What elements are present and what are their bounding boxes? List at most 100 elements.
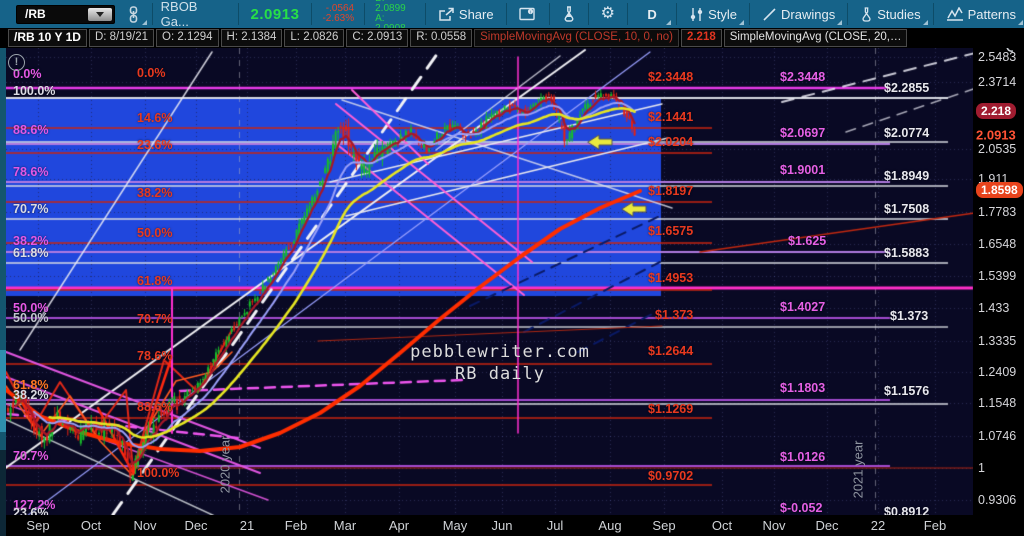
price-level-label: $1.8949	[884, 169, 930, 183]
fib-level-label: 78.6%	[137, 349, 173, 363]
axis-month-label: May	[442, 518, 468, 533]
alert-info-icon[interactable]: !	[8, 54, 25, 71]
left-scrollbar-thumb[interactable]	[0, 350, 6, 432]
axis-month-label: Sep	[652, 518, 676, 533]
axis-month-label: Jun	[491, 518, 513, 533]
patterns-button[interactable]: Patterns	[938, 2, 1024, 26]
fib-level-label: 127.2%	[13, 498, 56, 512]
axis-month-label: Feb	[923, 518, 947, 533]
fib-level-label: 70.7%	[13, 449, 49, 463]
price-level-label: $1.1576	[884, 384, 930, 398]
axis-month-label: Dec	[815, 518, 839, 533]
price-level-label: $1.9001	[780, 163, 826, 177]
study-label[interactable]: SimpleMovingAvg (CLOSE, 10, 0, no)	[474, 29, 679, 47]
fib-level-label: 88.6%	[137, 400, 173, 414]
axis-tick: 0.9306	[978, 493, 1017, 507]
axis-tick: 1.433	[978, 301, 1010, 315]
ohlc-field: R: 0.0558	[410, 29, 473, 47]
symbol-description: RBOB Ga...	[160, 0, 198, 29]
axis-tick: 1	[978, 461, 985, 475]
ohlc-field: H: 2.1384	[220, 29, 283, 47]
timeframe-button[interactable]: D	[632, 2, 672, 26]
style-button[interactable]: Style	[681, 2, 745, 26]
axis-month-label: Dec	[184, 518, 208, 533]
price-level-label: $0.9702	[648, 469, 694, 483]
fib-level-label: 50.0%	[13, 311, 49, 325]
symbol-dropdown-button[interactable]	[87, 7, 112, 21]
left-edge-strip-bottom	[0, 450, 6, 536]
ohlc-field: C: 2.0913	[346, 29, 409, 47]
studies-button[interactable]: Studies	[852, 2, 928, 26]
fib-level-label: 38.2%	[13, 234, 49, 248]
axis-month-label: 22	[870, 518, 886, 533]
fib-level-label: 50.0%	[13, 301, 49, 315]
chart-toolbar: /RB RBOB Ga... 2.0913 -.0564-2.63% B: 2.…	[0, 0, 1024, 34]
price-level-label: $2.3448	[780, 70, 826, 84]
fib-level-label: 100.0%	[13, 84, 56, 98]
watermark-line2: RB daily	[455, 364, 545, 384]
axis-month-label: Nov	[133, 518, 157, 533]
price-level-label: $1.5883	[884, 246, 930, 260]
price-level-label: $1.373	[890, 309, 929, 323]
fib-level-label: 0.0%	[13, 67, 42, 81]
price-level-label: $1.1269	[648, 402, 694, 416]
price-level-label: $1.6575	[648, 224, 694, 238]
current-price-badge: 2.0913	[976, 127, 1016, 143]
axis-tick: 2.0535	[978, 142, 1017, 156]
fib-level-label: 50.0%	[137, 226, 173, 240]
time-axis[interactable]: Sep Oct Nov Dec 21 Feb Mar Apr May Jun Jul Aug Sep Oc…	[0, 515, 973, 536]
flask-icon	[564, 6, 574, 22]
share-button[interactable]: Share	[430, 2, 502, 26]
analyze-button[interactable]	[554, 2, 584, 26]
ohlc-field: D: 8/19/21	[88, 29, 155, 47]
axis-tick: 1.5399	[978, 269, 1017, 283]
price-level-label: $2.1441	[648, 110, 694, 124]
study-value-badge: 1.8598	[976, 182, 1023, 198]
link-channel-icon[interactable]	[119, 2, 148, 26]
price-axis[interactable]: 2.5483 2.3714 2.0535 1.911 1.7783 1.6548 1.539…	[973, 37, 1024, 536]
gear-icon: ⚙	[600, 5, 615, 22]
svg-text:i: i	[530, 9, 531, 14]
axis-month-label: Apr	[388, 518, 410, 533]
price-level-label: $1.1803	[780, 381, 826, 395]
axis-month-label: Sep	[26, 518, 50, 533]
axis-tick: 1.3335	[978, 334, 1017, 348]
year-marker-label: 2021 year	[850, 440, 866, 499]
share-icon	[439, 7, 454, 21]
price-level-label: $-0.052	[780, 501, 823, 515]
symbol-text: /RB	[25, 7, 46, 21]
news-info-icon: i	[518, 7, 535, 21]
axis-month-label: Mar	[333, 518, 357, 533]
patterns-zigzag-icon	[946, 7, 963, 21]
price-level-label: $1.8197	[648, 184, 694, 198]
axis-month-label: Aug	[598, 518, 622, 533]
study-label[interactable]: SimpleMovingAvg (CLOSE, 20,…	[723, 29, 908, 47]
study-label[interactable]: 2.218	[680, 29, 722, 47]
settings-button[interactable]: ⚙	[593, 2, 623, 26]
price-level-label: $2.0774	[884, 126, 930, 140]
year-marker-label: 2020 year	[217, 435, 233, 494]
studies-flask-icon	[862, 6, 871, 22]
fib-level-label: 23.6%	[137, 138, 173, 152]
axis-tick: 1.0746	[978, 429, 1017, 443]
ohlc-field: L: 2.0826	[284, 29, 345, 47]
watermark-line1: pebblewriter.com	[410, 342, 590, 362]
ohlc-field: O: 2.1294	[156, 29, 219, 47]
drawings-button[interactable]: Drawings	[754, 2, 843, 26]
chart-describer-button[interactable]: i	[511, 2, 545, 26]
axis-tick: 2.5483	[978, 50, 1017, 64]
axis-month-label: Nov	[762, 518, 786, 533]
fib-level-label: 100.0%	[137, 466, 180, 480]
fib-level-label: 0.0%	[137, 66, 166, 80]
price-change: -.0564 -2.63%	[322, 3, 355, 24]
fib-level-label: 70.7%	[137, 312, 173, 326]
fib-level-label: 14.6%	[137, 111, 173, 125]
price-level-label: $1.7508	[884, 202, 930, 216]
left-edge-strip	[0, 0, 6, 536]
fib-level-label: 38.2%	[13, 388, 49, 402]
ohlc-field: /RB 10 Y 1D	[8, 29, 87, 47]
last-price: 2.0913	[250, 5, 300, 23]
symbol-combo[interactable]: /RB	[16, 4, 115, 24]
